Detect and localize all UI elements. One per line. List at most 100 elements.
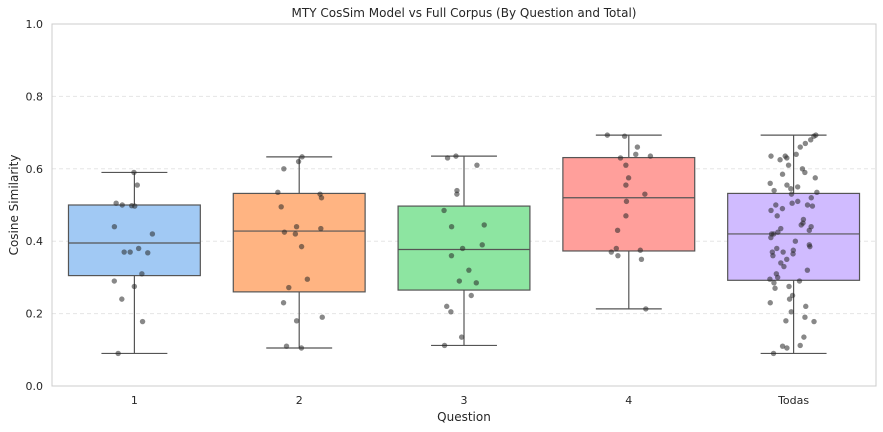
data-point bbox=[808, 137, 814, 143]
y-tick-label: 1.0 bbox=[26, 18, 44, 31]
data-point bbox=[479, 242, 485, 248]
data-point bbox=[121, 249, 127, 255]
data-point bbox=[788, 309, 794, 315]
data-point bbox=[808, 195, 814, 201]
data-point bbox=[784, 345, 790, 351]
data-point bbox=[304, 276, 311, 282]
data-point bbox=[811, 318, 817, 325]
data-point bbox=[281, 229, 288, 235]
data-point bbox=[774, 245, 780, 252]
data-point bbox=[784, 256, 790, 262]
boxes bbox=[67, 134, 861, 355]
data-point bbox=[786, 296, 793, 302]
data-point bbox=[281, 166, 287, 172]
data-point bbox=[770, 252, 776, 259]
data-point bbox=[784, 182, 790, 188]
x-tick-label: 2 bbox=[296, 394, 303, 407]
data-point bbox=[795, 198, 801, 205]
data-point bbox=[637, 247, 644, 253]
data-point bbox=[798, 222, 804, 228]
data-point bbox=[809, 203, 816, 209]
data-point bbox=[295, 158, 302, 165]
data-point bbox=[797, 342, 803, 349]
data-point bbox=[811, 133, 817, 139]
data-point bbox=[638, 256, 645, 262]
data-point bbox=[119, 296, 125, 302]
data-point bbox=[444, 303, 450, 310]
data-point bbox=[771, 187, 777, 194]
y-tick-label: 0.6 bbox=[26, 163, 44, 176]
y-axis-label: Cosine Similarity bbox=[7, 155, 21, 256]
data-point bbox=[772, 285, 778, 291]
data-point bbox=[788, 186, 794, 192]
data-point bbox=[448, 224, 455, 230]
data-point bbox=[773, 202, 779, 208]
data-point bbox=[149, 231, 156, 237]
iqr-box bbox=[67, 204, 201, 277]
x-axis-label: Question bbox=[437, 410, 491, 424]
data-point bbox=[131, 169, 137, 176]
data-point bbox=[466, 267, 472, 273]
data-point bbox=[770, 350, 777, 357]
data-point bbox=[441, 207, 447, 214]
data-point bbox=[802, 140, 809, 147]
plot-frame bbox=[51, 23, 877, 387]
data-point bbox=[771, 280, 777, 286]
box-group bbox=[67, 171, 201, 355]
data-point bbox=[647, 153, 654, 159]
data-point bbox=[788, 191, 795, 197]
x-tick-label: 1 bbox=[131, 394, 138, 407]
data-point bbox=[621, 133, 628, 139]
data-point bbox=[812, 175, 818, 181]
data-point bbox=[119, 202, 125, 208]
data-point bbox=[283, 343, 290, 349]
data-point bbox=[784, 155, 790, 161]
data-point bbox=[613, 245, 620, 252]
data-point bbox=[615, 252, 621, 259]
data-point bbox=[132, 203, 138, 209]
data-point bbox=[797, 144, 803, 150]
data-point bbox=[319, 314, 325, 320]
y-tick-label: 0.2 bbox=[26, 308, 44, 321]
data-point bbox=[481, 222, 487, 228]
iqr-box bbox=[727, 192, 861, 281]
y-tick-label: 0.4 bbox=[26, 235, 44, 248]
y-axis-ticks: 0.0 0.2 0.4 0.6 0.8 1.0 bbox=[26, 18, 44, 393]
data-point bbox=[293, 224, 300, 230]
data-point bbox=[292, 231, 299, 237]
data-point bbox=[781, 263, 787, 270]
iqr-box bbox=[232, 192, 366, 293]
data-point bbox=[802, 169, 808, 176]
data-point bbox=[792, 238, 799, 244]
data-point bbox=[298, 345, 305, 351]
data-point bbox=[767, 300, 773, 306]
strip-points bbox=[111, 132, 820, 357]
data-point bbox=[803, 303, 809, 310]
data-point bbox=[806, 227, 812, 234]
data-point bbox=[459, 245, 466, 252]
data-point bbox=[634, 144, 641, 150]
box-group bbox=[562, 134, 696, 310]
data-point bbox=[778, 225, 784, 232]
box-group bbox=[397, 155, 531, 347]
data-point bbox=[468, 292, 474, 299]
data-point bbox=[299, 154, 305, 160]
data-point bbox=[793, 151, 799, 158]
data-point bbox=[623, 213, 629, 219]
data-point bbox=[625, 175, 632, 181]
data-point bbox=[643, 306, 649, 312]
data-point bbox=[779, 205, 786, 212]
data-point bbox=[456, 278, 463, 284]
data-point bbox=[642, 191, 648, 197]
data-point bbox=[807, 243, 813, 250]
data-point bbox=[113, 200, 119, 206]
chart-title: MTY CosSim Model vs Full Corpus (By Ques… bbox=[292, 6, 637, 20]
data-point bbox=[789, 200, 795, 206]
data-point bbox=[111, 224, 118, 230]
data-point bbox=[768, 234, 774, 241]
x-tick-label: Todas bbox=[777, 394, 809, 407]
data-point bbox=[790, 251, 796, 257]
data-point bbox=[786, 283, 792, 290]
x-axis-ticks: 1 2 3 4 Todas bbox=[131, 394, 809, 407]
